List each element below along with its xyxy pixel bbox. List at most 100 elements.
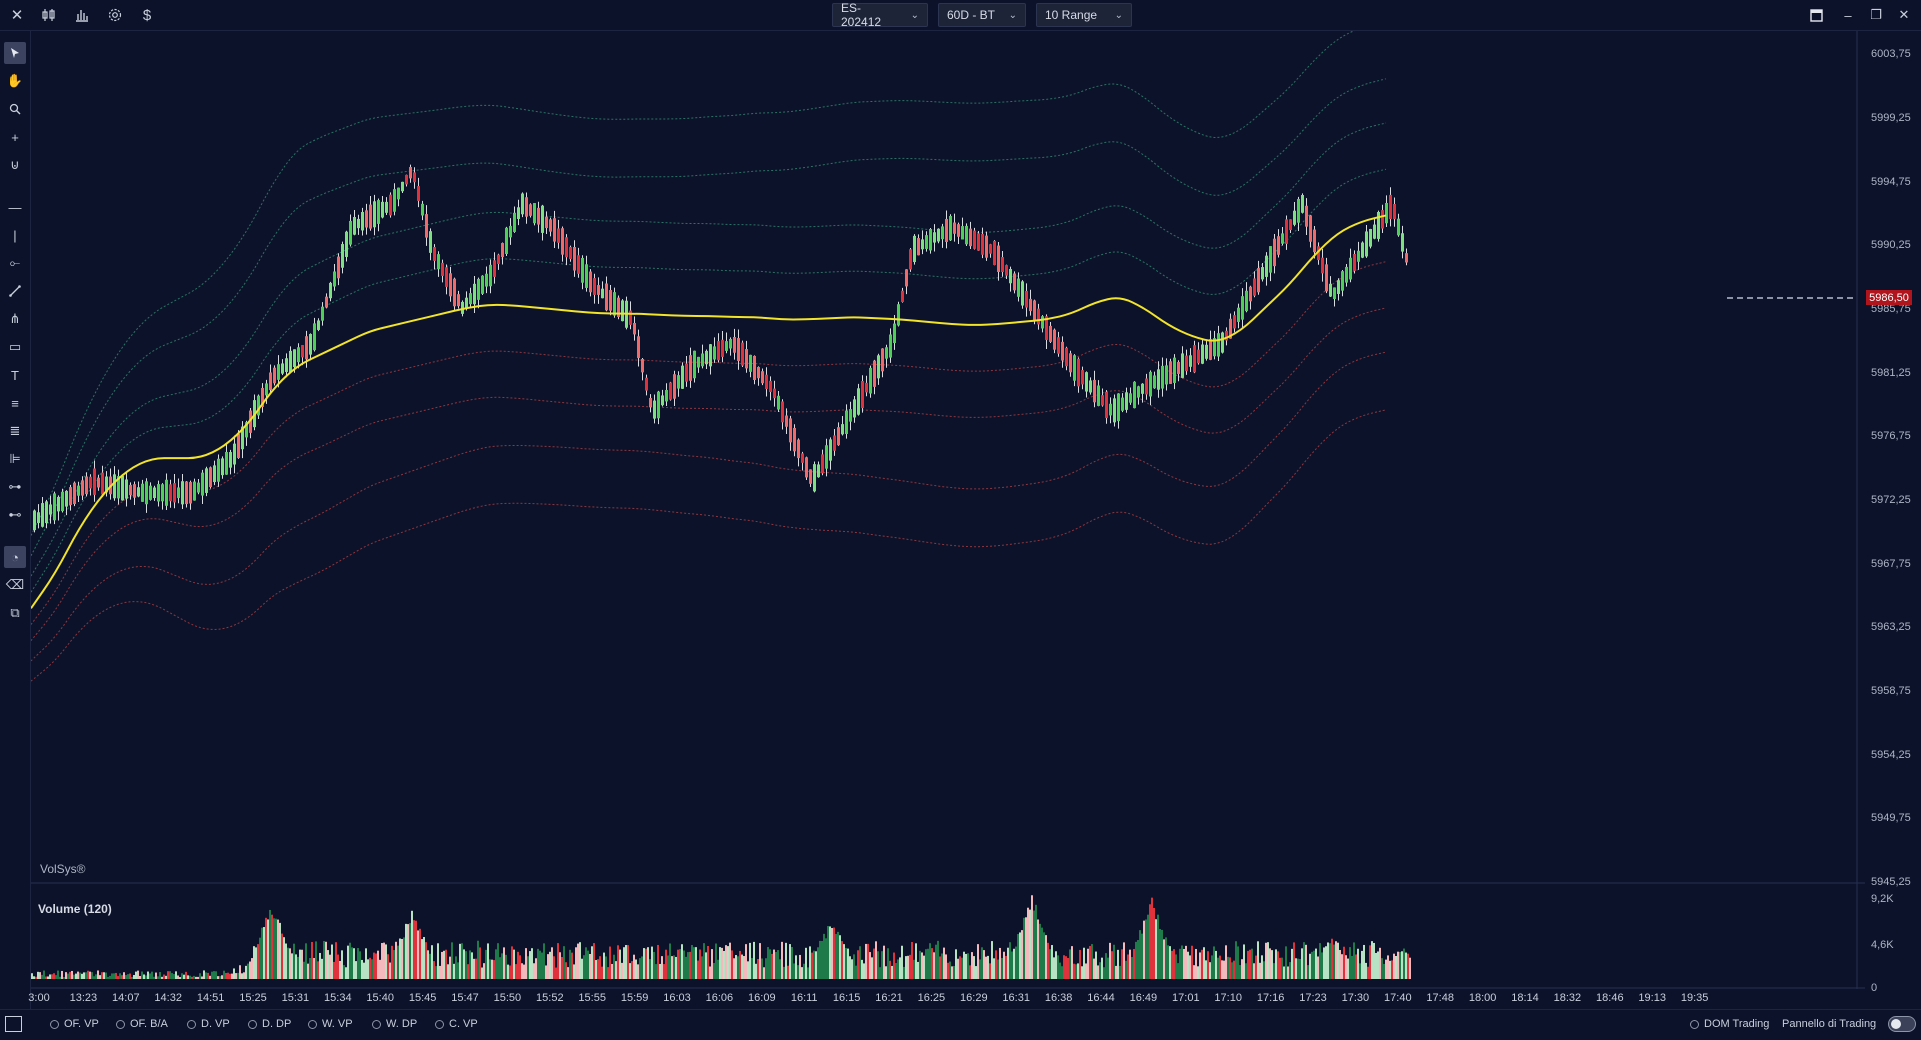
- dollar-icon[interactable]: $: [142, 6, 152, 24]
- magnet-icon[interactable]: ⊍: [10, 157, 20, 172]
- volume-bar: [147, 971, 149, 979]
- volume-tool-icon[interactable]: ◔: [4, 546, 26, 568]
- volume-bar: [1125, 960, 1127, 979]
- volume-bar: [1095, 951, 1097, 979]
- list2-icon[interactable]: ≣: [9, 423, 21, 438]
- c-vp-toggle[interactable]: C. VP: [435, 1018, 478, 1030]
- volume-bar: [121, 975, 123, 979]
- volume-bar: [181, 973, 183, 979]
- w-vp-toggle[interactable]: W. VP: [308, 1018, 353, 1030]
- panel-icon[interactable]: [5, 1016, 22, 1032]
- volume-bar: [1361, 950, 1363, 979]
- volume-bar: [1225, 945, 1227, 979]
- volume-bar: [1047, 942, 1049, 979]
- trading-panel-switch[interactable]: [1888, 1016, 1916, 1032]
- volume-bar: [1113, 944, 1115, 979]
- volume-bar: [1309, 953, 1311, 979]
- bars-icon[interactable]: [71, 5, 93, 25]
- volume-bar: [825, 938, 827, 979]
- d-dp-toggle[interactable]: D. DP: [248, 1018, 291, 1030]
- close-icon[interactable]: ✕: [10, 7, 24, 24]
- candle-body: [829, 439, 832, 461]
- bar-type-dropdown[interactable]: 10 Range ⌄: [1036, 3, 1132, 27]
- volume-bar: [975, 966, 977, 979]
- close-window-icon[interactable]: ✕: [1898, 7, 1910, 22]
- eraser-icon[interactable]: ⌫: [5, 577, 25, 592]
- volume-bar: [821, 940, 823, 979]
- text-icon[interactable]: T: [11, 367, 19, 383]
- volume-bar: [1145, 919, 1147, 979]
- hand-icon[interactable]: ✋: [6, 73, 24, 88]
- volume-bar: [905, 956, 907, 979]
- crosshair-icon[interactable]: +: [11, 129, 19, 145]
- volume-bar: [1005, 955, 1007, 979]
- timeframe-dropdown[interactable]: 60D - BT ⌄: [938, 3, 1026, 27]
- time-axis[interactable]: 3:00 13:23 14:07 14:32 14:51 15:25 15:31 15:34 1…: [28, 990, 1865, 1008]
- volume-bar: [931, 948, 933, 979]
- volume-bar: [159, 972, 161, 979]
- dom-trading-toggle[interactable]: DOM Trading: [1690, 1018, 1769, 1030]
- minimize-icon[interactable]: –: [1844, 7, 1852, 23]
- volume-bar: [615, 961, 617, 979]
- ray-icon[interactable]: ⟜: [9, 255, 21, 270]
- candle-body: [753, 355, 756, 381]
- upper-band: [31, 31, 1355, 536]
- volume-bar: [1317, 956, 1319, 979]
- candle-body: [633, 322, 636, 335]
- symbol-dropdown[interactable]: ES-202412 ⌄: [832, 1, 928, 29]
- measure-icon[interactable]: ⊶: [8, 479, 22, 494]
- volume-bar: [1085, 963, 1087, 979]
- volume-bar: [169, 971, 171, 979]
- volume-bar: [1261, 955, 1263, 979]
- cursor-icon[interactable]: [4, 42, 26, 64]
- volume-bar: [979, 959, 981, 979]
- candle-body: [1305, 205, 1308, 227]
- volume-bar: [1073, 963, 1075, 979]
- fib-icon[interactable]: ⊫: [9, 451, 21, 466]
- volume-bar: [425, 942, 427, 979]
- price-axis[interactable]: 6003,75 5999,25 5994,75 5990,25 5985,75 …: [1865, 31, 1921, 1007]
- volume-bar: [981, 947, 983, 979]
- volume-bar: [505, 954, 507, 979]
- candle-body: [777, 395, 780, 410]
- candle-body: [1185, 355, 1188, 372]
- volume-bar: [1213, 946, 1215, 979]
- restore-icon[interactable]: ❐: [1870, 7, 1882, 22]
- hline-icon[interactable]: —: [8, 199, 22, 215]
- y-label: 5999,25: [1871, 112, 1911, 124]
- volume-bar: [1327, 942, 1329, 979]
- vline-icon[interactable]: |: [13, 227, 17, 243]
- volume-bar: [893, 952, 895, 979]
- gear-icon[interactable]: [104, 5, 126, 25]
- of-ba-toggle[interactable]: OF. B/A: [116, 1018, 168, 1030]
- volume-bar: [305, 943, 307, 979]
- volume-bar: [105, 972, 107, 979]
- volume-bar: [641, 956, 643, 979]
- w-dp-toggle[interactable]: W. DP: [372, 1018, 417, 1030]
- volume-bar: [193, 975, 195, 979]
- d-vp-toggle[interactable]: D. VP: [187, 1018, 230, 1030]
- volume-bar: [241, 973, 243, 979]
- candle-body: [1121, 397, 1124, 411]
- x-label: 16:11: [790, 992, 818, 1004]
- volume-bar: [717, 959, 719, 979]
- list-icon[interactable]: ≡: [11, 395, 19, 411]
- volume-bar: [1189, 955, 1191, 979]
- candles-icon[interactable]: [38, 5, 60, 25]
- volume-bar: [177, 975, 179, 979]
- candle-body: [1153, 375, 1156, 389]
- volume-bar: [1035, 904, 1037, 979]
- volume-bar: [1239, 965, 1241, 979]
- trendline-icon[interactable]: [4, 280, 26, 302]
- zoom-icon[interactable]: [4, 98, 26, 120]
- layout-icon[interactable]: [1804, 5, 1828, 25]
- chevron-down-icon: ⌄: [910, 9, 919, 21]
- pitchfork-icon[interactable]: ⋔: [9, 311, 21, 326]
- volume-bar: [767, 947, 769, 979]
- of-vp-toggle[interactable]: OF. VP: [50, 1018, 99, 1030]
- price-chart[interactable]: [31, 31, 1865, 989]
- measure2-icon[interactable]: ⊷: [8, 507, 22, 522]
- rectangle-icon[interactable]: ▭: [8, 339, 22, 354]
- candle-body: [557, 228, 560, 243]
- layers-icon[interactable]: ⧉: [10, 605, 20, 620]
